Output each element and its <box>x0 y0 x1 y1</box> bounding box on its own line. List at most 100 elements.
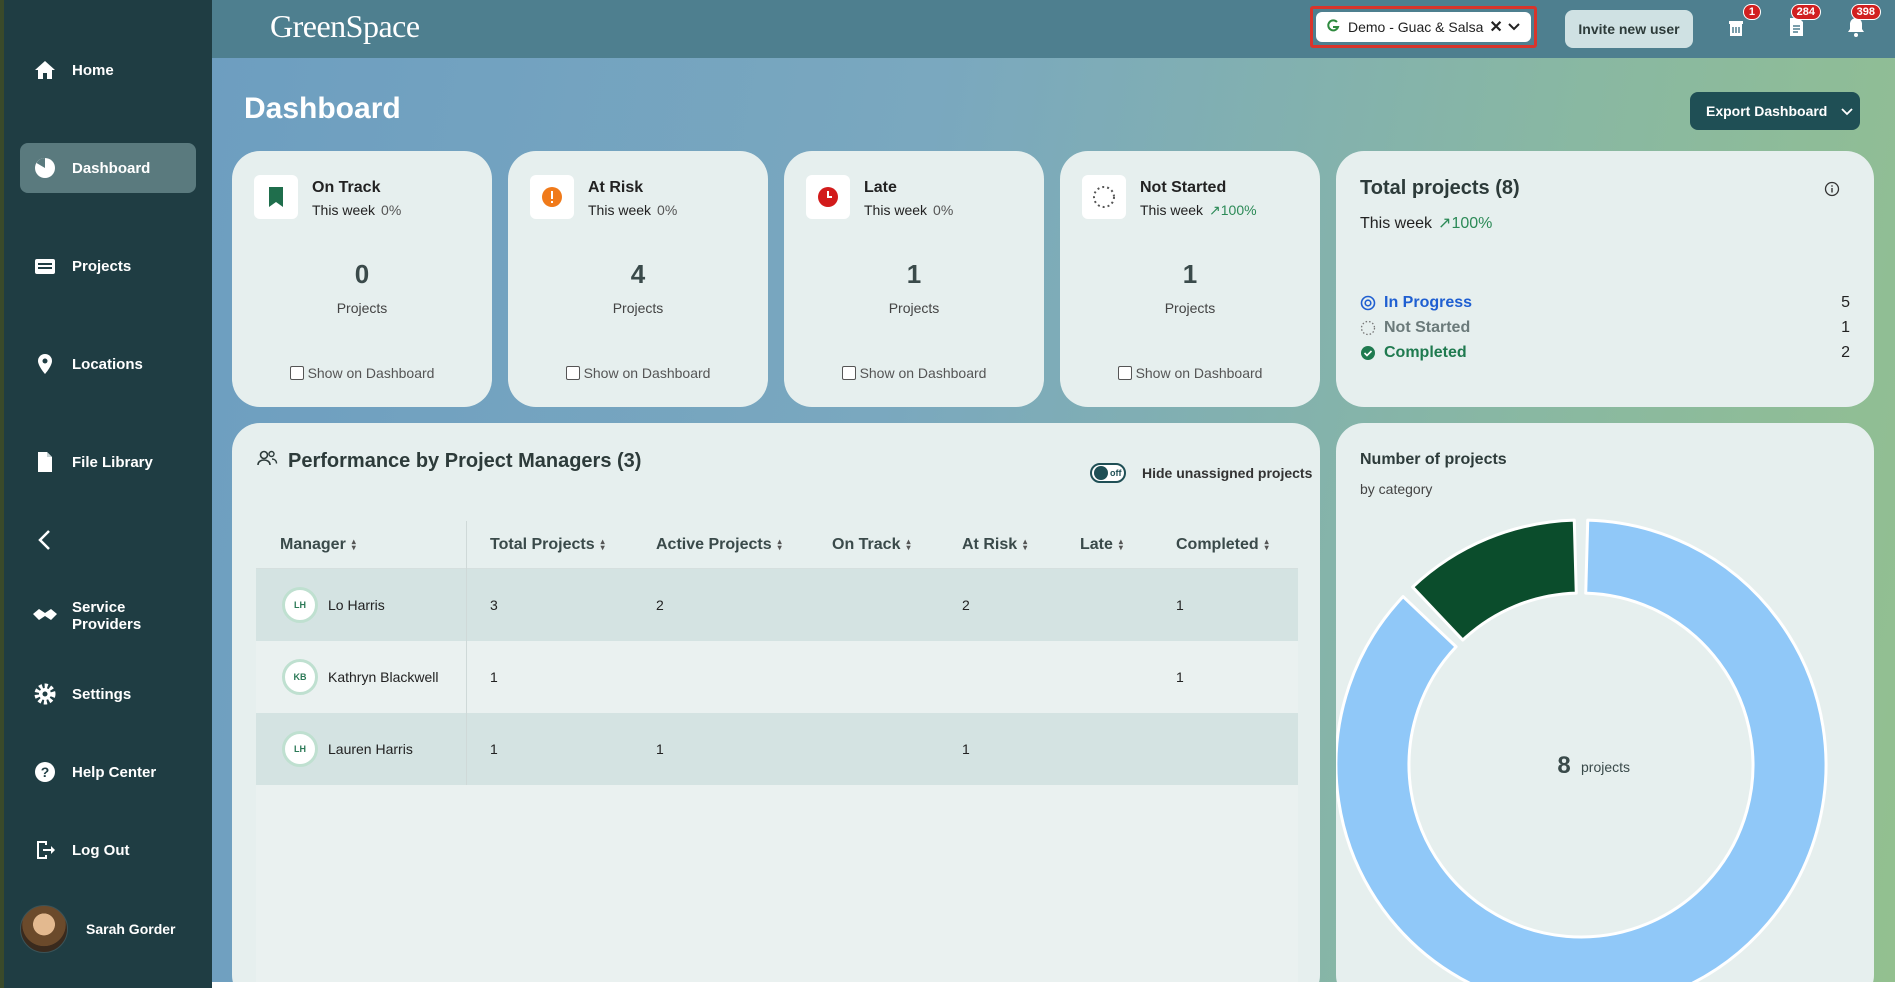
projects-icon <box>32 253 58 279</box>
sidebar-item-settings[interactable]: Settings <box>20 669 196 719</box>
table-row[interactable]: KB Kathryn Blackwell 1 1 <box>256 641 1298 713</box>
avatar: LH <box>282 587 318 623</box>
documents-button[interactable]: 284 <box>1783 4 1821 40</box>
status-card-late: Late This week 0% 1 Projects Show on Dash… <box>784 151 1044 407</box>
total-projects-subtitle: This week ↗100% <box>1360 215 1493 232</box>
documents-badge: 284 <box>1790 4 1821 20</box>
notifications-button[interactable]: 398 <box>1843 4 1881 40</box>
cell-total: 1 <box>490 741 498 757</box>
card-subtitle: This week 0% <box>312 202 402 218</box>
column-header-completed[interactable]: Completed ▴ ▾ <box>1176 536 1269 553</box>
column-header-total-projects[interactable]: Total Projects ▴ ▾ <box>490 536 605 553</box>
dashboard-icon <box>32 155 58 181</box>
user-name: Sarah Gorder <box>86 921 176 937</box>
hide-unassigned-toggle[interactable]: off Hide unassigned projects <box>1090 463 1312 483</box>
sort-icon: ▴ ▾ <box>1264 537 1269 552</box>
sort-icon: ▴ ▾ <box>777 537 782 552</box>
chart-title: Number of projects <box>1360 451 1507 468</box>
sidebar-item-locations[interactable]: Locations <box>20 339 196 389</box>
collapse-sidebar-button[interactable] <box>30 525 60 555</box>
show-on-dashboard-checkbox[interactable]: Show on Dashboard <box>1060 365 1320 381</box>
show-on-dashboard-checkbox[interactable]: Show on Dashboard <box>508 365 768 381</box>
total-projects-title: Total projects (8) <box>1360 177 1520 199</box>
sort-icon: ▴ ▾ <box>351 537 356 552</box>
column-header-late[interactable]: Late ▴ ▾ <box>1080 536 1123 553</box>
sidebar-item-file-library[interactable]: File Library <box>20 437 196 487</box>
logo: GreenSpace <box>270 8 420 44</box>
avatar <box>20 905 68 953</box>
donut-center-value: 8 <box>1557 752 1570 779</box>
donut-slice-1[interactable] <box>1411 518 1578 642</box>
manager-cell: KB Kathryn Blackwell <box>282 659 439 695</box>
archive-icon <box>1729 21 1743 36</box>
logout-icon <box>32 837 58 863</box>
sidebar-item-label: Projects <box>72 257 132 275</box>
column-header-active-projects[interactable]: Active Projects ▴ ▾ <box>656 536 782 553</box>
clear-org-icon[interactable]: ✕ <box>1489 19 1503 36</box>
home-icon <box>32 57 58 83</box>
card-unit: Projects <box>1164 300 1216 316</box>
svg-text:?: ? <box>41 764 50 780</box>
archive-button[interactable]: 1 <box>1723 4 1761 40</box>
info-icon[interactable] <box>1824 181 1840 202</box>
sort-icon: ▴ ▾ <box>1023 537 1028 552</box>
toggle-switch[interactable]: off <box>1090 463 1126 483</box>
status-row-in-progress: In Progress 5 <box>1360 294 1850 312</box>
sidebar-item-log-out[interactable]: Log Out <box>20 825 196 875</box>
sort-icon: ▴ ▾ <box>600 537 605 552</box>
check-circle-icon <box>1361 346 1375 360</box>
sidebar-item-dashboard[interactable]: Dashboard <box>20 143 196 193</box>
show-on-dashboard-checkbox[interactable]: Show on Dashboard <box>232 365 492 381</box>
donut-slice-0[interactable] <box>1336 518 1828 988</box>
show-on-dashboard-checkbox[interactable]: Show on Dashboard <box>784 365 1044 381</box>
card-subtitle: This week ↗100% <box>1140 202 1257 218</box>
sort-icon: ▴ ▾ <box>906 537 911 552</box>
organization-selector[interactable]: Demo - Guac & Salsa ✕ <box>1310 6 1537 48</box>
sidebar-item-projects[interactable]: Projects <box>20 241 196 291</box>
footer-bar <box>212 982 1895 988</box>
donut-chart: 8 projects <box>1336 518 1828 988</box>
gear-icon <box>32 681 58 707</box>
sidebar-item-label: Settings <box>72 685 132 703</box>
column-header-at-risk[interactable]: At Risk ▴ ▾ <box>962 536 1028 553</box>
table-row[interactable]: LH Lauren Harris 1 1 1 <box>256 713 1298 785</box>
sidebar-item-service-providers[interactable]: Service Providers <box>20 591 196 641</box>
bookmark-icon <box>254 175 298 219</box>
card-subtitle: This week 0% <box>864 202 954 218</box>
checkbox[interactable] <box>1117 366 1132 380</box>
cell-at-risk: 1 <box>962 741 970 757</box>
toggle-label: Hide unassigned projects <box>1142 465 1313 481</box>
card-count: 0 <box>354 259 370 289</box>
export-dashboard-button[interactable]: Export Dashboard <box>1690 92 1860 130</box>
checkbox[interactable] <box>289 366 304 380</box>
chevron-down-icon[interactable] <box>1507 19 1521 35</box>
cell-active: 2 <box>656 597 664 613</box>
status-card-at-risk: At Risk This week 0% 4 Projects Show on D… <box>508 151 768 407</box>
chevron-down-icon <box>1841 103 1853 119</box>
card-title: Late <box>864 179 897 196</box>
invite-user-button[interactable]: Invite new user <box>1565 10 1693 48</box>
checkbox[interactable] <box>565 366 580 380</box>
sidebar-item-help-center[interactable]: ? Help Center <box>20 747 196 797</box>
column-divider <box>466 521 467 785</box>
export-label: Export Dashboard <box>1706 103 1828 119</box>
org-logo-icon <box>1326 18 1340 36</box>
card-title: At Risk <box>588 179 644 196</box>
table-header: Manager ▴ ▾ Total Projects ▴ ▾ Active Projec… <box>256 521 1298 569</box>
document-icon <box>1790 18 1803 36</box>
sidebar-item-home[interactable]: Home <box>20 45 196 95</box>
file-icon <box>32 449 58 475</box>
user-profile[interactable]: Sarah Gorder <box>20 905 175 953</box>
card-count: 4 <box>630 259 646 289</box>
status-card-not-started: Not Started This week ↗100% 1 Projects Sh… <box>1060 151 1320 407</box>
cell-completed: 1 <box>1176 597 1184 613</box>
users-icon <box>256 449 278 473</box>
clock-icon <box>806 175 850 219</box>
checkbox[interactable] <box>841 366 856 380</box>
manager-cell: LH Lauren Harris <box>282 731 413 767</box>
column-header-on-track[interactable]: On Track ▴ ▾ <box>832 536 911 553</box>
table-row[interactable]: LH Lo Harris 3 2 2 1 <box>256 569 1298 641</box>
performance-title: Performance by Project Managers (3) <box>288 449 642 472</box>
manager-cell: LH Lo Harris <box>282 587 385 623</box>
column-header-manager[interactable]: Manager ▴ ▾ <box>280 536 356 553</box>
